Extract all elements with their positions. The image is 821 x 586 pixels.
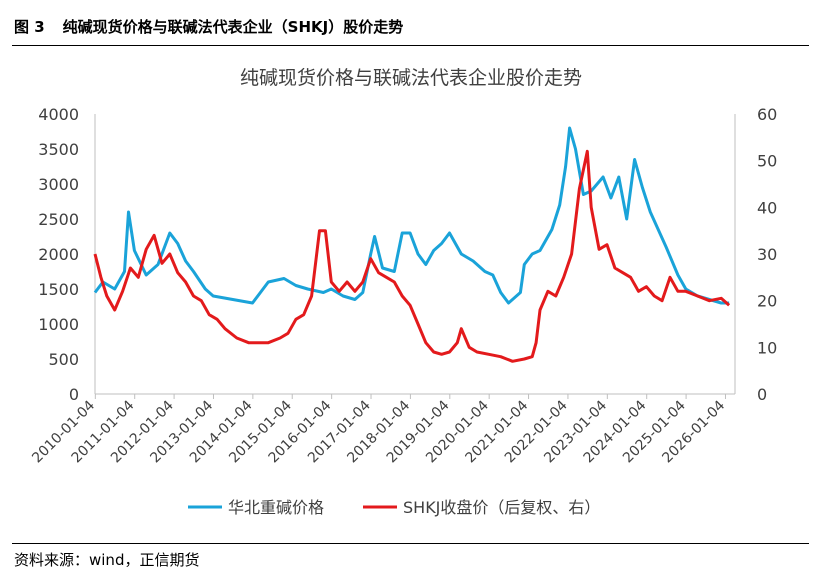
legend: 华北重碱价格 SHKJ收盘价（后复权、右） [188,498,600,517]
right-tick-label: 60 [757,105,777,124]
left-tick-label: 4000 [38,105,79,124]
right-tick-label: 30 [757,245,777,264]
footer-rule [12,543,809,544]
right-tick-label: 0 [757,385,767,404]
left-tick-label: 1500 [38,280,79,299]
figure-title: 纯碱现货价格与联碱法代表企业（SHKJ）股价走势 [62,18,404,36]
chart: 纯碱现货价格与联碱法代表企业股价走势 050010001500200025003… [29,67,777,517]
series-line-spot-price [93,126,730,305]
right-tick-label: 10 [757,338,777,357]
chart-title: 纯碱现货价格与联碱法代表企业股价走势 [240,67,582,89]
right-tick-label: 40 [757,198,777,217]
left-tick-label: 1000 [38,315,79,334]
right-tick-label: 20 [757,292,777,311]
left-tick-label: 3500 [38,140,79,159]
left-tick-label: 2500 [38,210,79,229]
left-tick-label: 3000 [38,175,79,194]
header-rule [12,45,809,46]
axes: 0 500 1000 1500 2000 2500 3000 3500 4000 0 10 20 30 4… [29,105,777,466]
legend-label-shkj: SHKJ收盘价（后复权、右） [403,498,600,517]
figure-header: 图 3 纯碱现货价格与联碱法代表企业（SHKJ）股价走势 [14,16,403,37]
left-tick-label: 500 [48,350,79,369]
left-tick-label: 2000 [38,245,79,264]
series-line-shkj [93,149,731,363]
right-tick-label: 50 [757,152,777,171]
left-tick-label: 0 [69,385,79,404]
series-layer [93,126,731,363]
figure-number: 图 3 [14,18,45,36]
legend-label-spot-price: 华北重碱价格 [228,498,324,517]
source-note: 资料来源：wind，正信期货 [14,551,200,569]
